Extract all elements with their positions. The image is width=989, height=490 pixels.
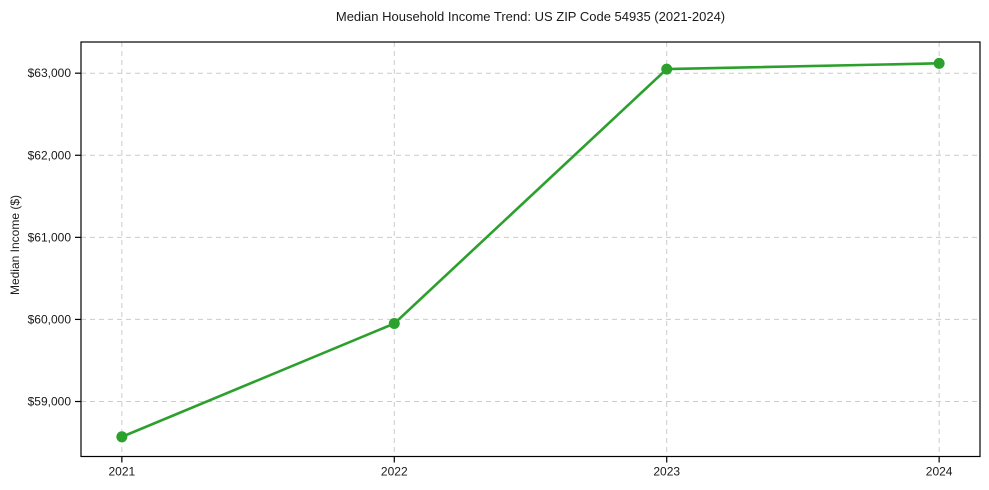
x-tick-label: 2023 [653,465,680,479]
trend-line [120,62,941,439]
x-tick-label: 2022 [381,465,408,479]
data-point-2023 [661,63,673,75]
x-tick-label: 2024 [926,465,953,479]
x-tick-label: 2021 [109,465,136,479]
data-point-2022 [388,318,400,330]
y-tick-label: $60,000 [28,312,72,326]
data-point-2021 [116,431,128,443]
chart-title: Median Household Income Trend: US ZIP Co… [335,9,726,24]
y-tick-label: $61,000 [28,230,72,244]
axis-frame [80,41,981,458]
data-point-2024 [933,57,945,69]
y-tick-label: $63,000 [28,66,72,80]
y-tick-label: $62,000 [28,148,72,162]
y-tick-label: $59,000 [28,395,72,409]
